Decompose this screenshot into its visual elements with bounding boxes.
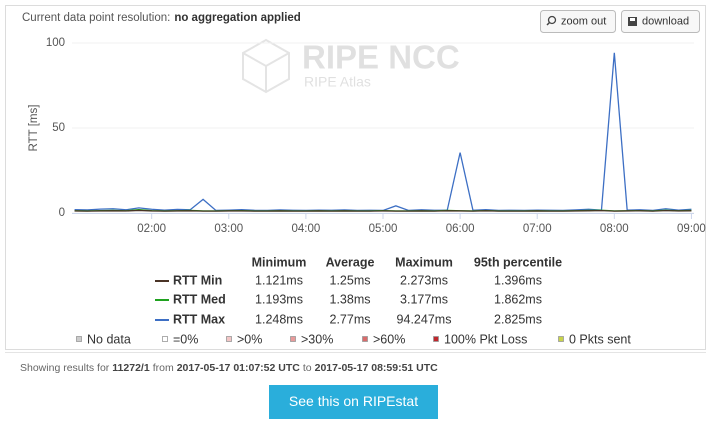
legend-label: 0 Pkts sent xyxy=(569,332,631,346)
x-tick-label: 08:00 xyxy=(600,223,629,235)
x-tick-label: 07:00 xyxy=(523,223,552,235)
stats-header: Maximum xyxy=(395,255,453,269)
magnifier-icon xyxy=(547,15,557,25)
stats-header: Minimum xyxy=(252,255,307,269)
footer-end: 2017-05-17 08:59:51 UTC xyxy=(315,362,439,374)
legend-label: >30% xyxy=(301,332,333,346)
button-frame xyxy=(540,10,616,33)
plot-area: 0 50 100 02:00 03:00 04:00 05:00 06:00 07:00 08:0… xyxy=(46,37,706,235)
watermark: RIPE NCC RIPE Atlas xyxy=(242,38,460,94)
x-tick-label: 02:00 xyxy=(137,223,166,235)
stats-cell: 2.77ms xyxy=(330,312,371,326)
legend-square xyxy=(433,336,439,342)
stats-cell: 1.248ms xyxy=(255,312,303,326)
stats-header: 95th percentile xyxy=(474,255,562,269)
zoom-out-button[interactable]: zoom out xyxy=(540,10,616,33)
stats-cell: 94.247ms xyxy=(397,312,452,326)
stats-header: Average xyxy=(326,255,375,269)
footer-to: to xyxy=(303,362,312,374)
chart-card xyxy=(5,5,706,350)
stats-cell: 1.193ms xyxy=(255,292,303,306)
button-frame xyxy=(269,385,438,419)
legend-label: =0% xyxy=(173,332,198,346)
watermark-subtitle: RIPE Atlas xyxy=(304,74,371,90)
resolution-label: Current data point resolution: xyxy=(22,12,170,24)
y-axis-label: RTT [ms] xyxy=(28,105,40,152)
legend-square xyxy=(558,336,564,342)
packet-loss-legend: No data =0% >0% >30% >60% 100% Pkt Loss 0 Pkts… xyxy=(76,332,631,346)
x-tick-label: 06:00 xyxy=(446,223,475,235)
y-tick-label: 100 xyxy=(46,37,65,49)
stats-cell: 2.273ms xyxy=(400,273,448,287)
stats-table: Minimum Average Maximum 95th percentile RTT … xyxy=(155,255,562,326)
stats-cell: 3.177ms xyxy=(400,292,448,306)
legend-label: >60% xyxy=(373,332,405,346)
stats-cell: 1.862ms xyxy=(494,292,542,306)
watermark-title: RIPE NCC xyxy=(302,39,460,76)
footer-measurement: 11272/1 xyxy=(112,362,150,374)
legend-label: RTT Med xyxy=(173,292,226,306)
series-line xyxy=(74,209,692,212)
legend-square xyxy=(362,336,368,342)
stats-cell: 1.38ms xyxy=(330,292,371,306)
legend-square xyxy=(162,336,168,342)
stats-cell: 1.121ms xyxy=(255,273,303,287)
logo-hex xyxy=(242,38,290,94)
stats-cell: 2.825ms xyxy=(494,312,542,326)
button-label: See this on RIPEstat xyxy=(289,393,418,409)
legend-label: RTT Min xyxy=(173,273,222,287)
legend-square xyxy=(226,336,232,342)
resolution-line: Current data point resolution: no aggrega… xyxy=(22,12,301,24)
button-label: download xyxy=(642,15,689,27)
ripestat-button[interactable]: See this on RIPEstat xyxy=(269,385,438,419)
legend-label: No data xyxy=(87,332,131,346)
button-label: zoom out xyxy=(561,15,606,27)
footer-start: 2017-05-17 01:07:52 UTC xyxy=(177,362,301,374)
magnifier-handle xyxy=(546,21,551,26)
save-icon-detail xyxy=(630,18,635,21)
footer-prefix: Showing results for xyxy=(20,362,110,374)
x-tick-label: 04:00 xyxy=(292,223,321,235)
logo-line xyxy=(242,52,290,68)
footer-text: Showing results for 11272/1 from 2017-05-17… xyxy=(20,362,438,374)
stats-cell: 1.25ms xyxy=(330,273,371,287)
button-frame xyxy=(621,10,700,33)
x-tick-label: 09:00 xyxy=(677,223,706,235)
x-tick-label: 03:00 xyxy=(214,223,243,235)
resolution-value: no aggregation applied xyxy=(174,12,301,24)
stats-cell: 1.396ms xyxy=(494,273,542,287)
save-icon xyxy=(628,17,637,26)
legend-square xyxy=(290,336,296,342)
legend-square xyxy=(76,336,82,342)
download-button[interactable]: download xyxy=(621,10,700,33)
y-tick-label: 0 xyxy=(59,207,65,219)
x-tick-label: 05:00 xyxy=(369,223,398,235)
y-tick-label: 50 xyxy=(52,122,65,134)
footer-from: from xyxy=(153,362,174,374)
legend-label: 100% Pkt Loss xyxy=(444,332,527,346)
legend-label: >0% xyxy=(237,332,262,346)
legend-label: RTT Max xyxy=(173,312,225,326)
